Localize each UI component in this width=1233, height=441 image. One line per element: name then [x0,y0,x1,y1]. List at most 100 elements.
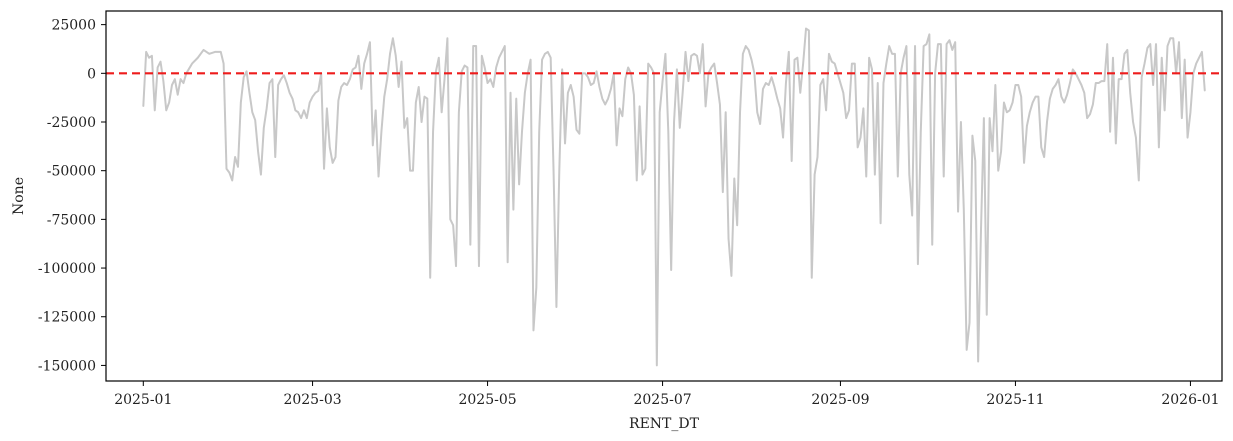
data-point [449,218,451,220]
data-point [512,209,514,211]
data-point [699,72,701,74]
data-point [197,57,199,59]
data-point [845,117,847,119]
data-point [690,55,692,57]
data-point [842,92,844,94]
y-tick-label: 0 [87,66,96,82]
data-point [464,64,466,67]
data-point [329,146,331,148]
data-point [552,170,555,172]
data-point [145,51,147,53]
data-point [1172,37,1174,39]
data-point [257,150,259,152]
data-point [1066,94,1068,96]
data-point [1034,96,1037,98]
data-point [1103,80,1105,82]
data-point [682,92,684,94]
data-point [515,98,517,100]
data-point [1112,57,1114,59]
data-point [788,51,790,53]
data-point [727,238,730,240]
data-point [805,27,807,30]
data-point [848,109,850,111]
data-point [541,59,543,61]
x-tick-label: 2025-11 [986,392,1044,408]
data-point [974,160,976,162]
y-axis: 25000 0 -25000 -50000 -75000 -100000 -125000 -1… [38,18,106,374]
data-point [859,136,862,139]
data-point [286,82,288,84]
data-point [377,175,380,178]
data-point [1043,156,1045,158]
data-point [168,101,170,104]
data-point [392,37,394,39]
data-point [621,115,624,117]
data-point [997,170,999,172]
data-point [432,131,434,133]
x-tick-label: 2025-09 [811,392,869,408]
data-point [162,80,164,82]
data-point [1138,179,1140,182]
data-point [1189,111,1192,113]
data-point [1003,101,1005,104]
data-point [1109,131,1111,133]
series-points [142,27,1206,367]
data-point [971,135,974,137]
data-point [773,86,776,88]
x-tick-label: 2025-01 [114,392,172,408]
data-point [521,131,523,133]
data-point [420,121,423,123]
data-point [679,127,681,129]
data-point [507,261,509,263]
data-point [395,55,397,57]
data-point [340,86,342,88]
data-point [1155,43,1157,45]
data-point [1164,109,1166,111]
data-point [289,92,291,94]
data-point [266,107,268,109]
data-point [297,111,299,113]
data-point [326,107,328,109]
data-point [624,78,626,80]
data-point [891,53,893,55]
data-point [251,111,253,113]
data-point [478,265,480,267]
data-point [208,53,210,55]
data-point [372,144,374,146]
data-point [730,275,733,277]
data-point [202,49,205,51]
data-point [538,131,540,133]
data-point [865,175,867,178]
data-point [458,111,460,113]
data-point [897,175,899,178]
data-point [960,121,962,123]
data-point [618,107,621,109]
data-point [306,117,308,119]
data-point [151,55,153,57]
data-point [616,144,618,146]
x-tick-label: 2025-03 [283,392,341,408]
data-point [710,66,712,69]
data-point [1201,51,1203,53]
data-point [343,82,345,84]
data-point [561,68,563,71]
data-point [567,92,569,94]
data-point [1020,96,1022,98]
data-point [268,82,271,84]
data-point [154,109,156,111]
data-point [595,70,598,72]
data-point [917,263,919,265]
data-point [1118,78,1120,80]
data-point [501,51,503,53]
data-point [791,160,793,162]
data-point [386,78,388,80]
data-point [263,127,265,129]
data-point [1083,92,1085,94]
data-point [991,150,994,152]
data-point [403,127,405,129]
data-point [673,121,675,123]
data-point [504,45,506,47]
data-point [245,70,248,72]
x-tick-label: 2025-05 [458,392,516,408]
data-point [349,78,351,80]
